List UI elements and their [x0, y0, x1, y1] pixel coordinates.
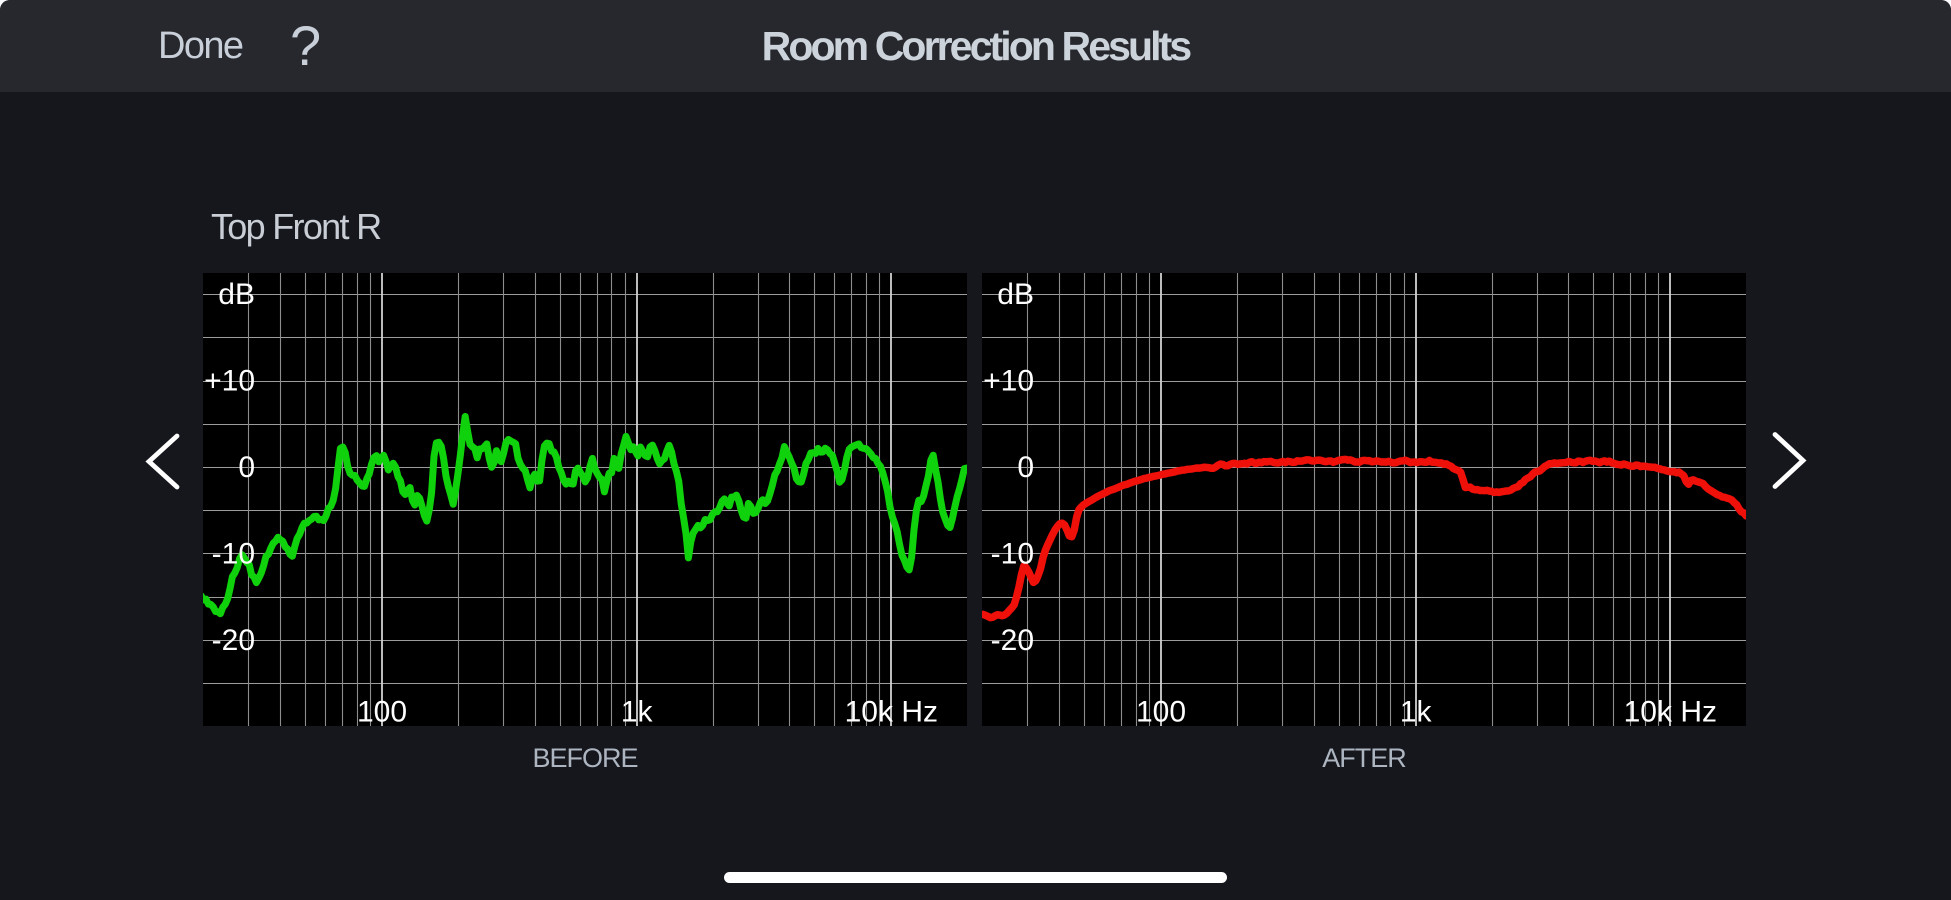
svg-text:100: 100 — [1136, 696, 1186, 727]
svg-text:-20: -20 — [991, 624, 1034, 657]
svg-text:0: 0 — [238, 451, 255, 484]
svg-text:+10: +10 — [983, 365, 1034, 398]
svg-text:-20: -20 — [212, 624, 255, 657]
svg-text:1k: 1k — [621, 696, 654, 727]
svg-text:1k: 1k — [1400, 696, 1433, 727]
svg-text:dB: dB — [997, 278, 1034, 311]
svg-text:10k Hz: 10k Hz — [845, 696, 938, 727]
svg-text:100: 100 — [357, 696, 407, 727]
svg-text:dB: dB — [218, 278, 255, 311]
svg-text:0: 0 — [1017, 451, 1034, 484]
svg-text:+10: +10 — [204, 365, 255, 398]
svg-text:10k Hz: 10k Hz — [1624, 696, 1717, 727]
svg-text:-10: -10 — [212, 537, 255, 570]
svg-text:-10: -10 — [991, 537, 1034, 570]
